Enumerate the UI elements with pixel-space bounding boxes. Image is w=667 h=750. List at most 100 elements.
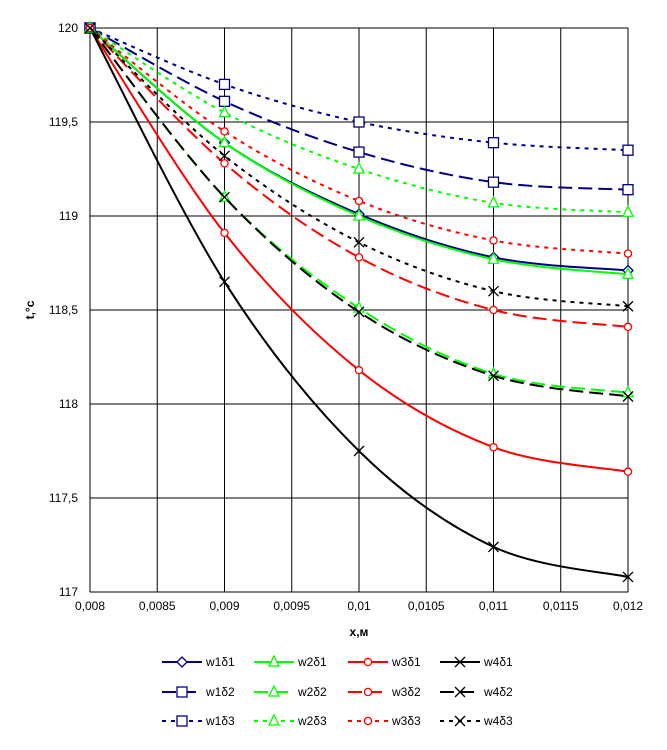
- series-w4δ3: [84, 22, 634, 312]
- y-tick-label: 119: [59, 209, 78, 223]
- circle-marker: [363, 657, 373, 667]
- x-marker: [488, 541, 499, 553]
- triangle-marker: [267, 684, 281, 697]
- y-tick-label: 118: [59, 397, 78, 411]
- circle-marker: [489, 305, 498, 315]
- x-marker: [622, 571, 634, 583]
- circle-marker: [489, 236, 498, 245]
- x-marker-stroke: [219, 276, 230, 288]
- x-marker: [353, 236, 365, 248]
- square-marker: [176, 715, 188, 727]
- x-marker: [353, 306, 365, 318]
- x-tick-label: 0,008: [75, 599, 105, 613]
- triangle-marker: [352, 208, 366, 221]
- series-line: [89, 27, 629, 398]
- triangle-marker: [267, 654, 281, 667]
- series-line: [89, 27, 629, 473]
- circle-marker: [623, 467, 633, 476]
- x-marker: [622, 391, 634, 402]
- x-marker: [219, 150, 230, 162]
- legend-label: w2δ2: [297, 685, 327, 699]
- triangle-marker: [487, 195, 500, 208]
- x-marker: [622, 300, 634, 312]
- circle-marker: [623, 249, 633, 258]
- circle-marker: [354, 365, 364, 375]
- square-marker: [487, 176, 500, 188]
- square-marker: [218, 95, 231, 107]
- series-line: [89, 27, 629, 152]
- x-marker-stroke: [454, 715, 466, 727]
- series-line: [89, 27, 629, 308]
- x-marker: [488, 370, 499, 382]
- triangle-marker: [218, 135, 231, 148]
- square-marker: [353, 146, 365, 158]
- x-tick-label: 0,0115: [543, 599, 579, 613]
- legend-entry: w4δ3: [440, 714, 513, 728]
- series-line: [89, 27, 629, 276]
- square-marker: [487, 137, 500, 149]
- x-marker: [219, 276, 230, 288]
- legend-label: w1δ3: [205, 714, 235, 728]
- triangle-marker: [218, 189, 231, 202]
- triangle-marker: [487, 251, 500, 264]
- legend-entry: w2δ3: [254, 713, 327, 728]
- series-line: [89, 27, 629, 578]
- circle-marker: [489, 442, 498, 452]
- x-marker-stroke: [622, 300, 634, 312]
- legend-entry: w1δ1: [162, 655, 235, 669]
- x-marker-stroke: [219, 191, 230, 203]
- x-marker-stroke: [84, 22, 96, 34]
- square-marker: [218, 78, 231, 91]
- y-tick-label: 118,5: [49, 303, 78, 317]
- legend-label: w4δ2: [483, 685, 513, 699]
- x-marker-stroke: [622, 571, 634, 583]
- legend-label: w3δ1: [391, 655, 421, 669]
- legend-label: w1δ1: [205, 655, 235, 669]
- x-marker-stroke: [353, 445, 365, 457]
- x-marker: [219, 191, 230, 203]
- legend-entry: w4δ2: [440, 685, 513, 699]
- legend-label: w1δ2: [205, 685, 235, 699]
- triangle-marker: [621, 266, 635, 279]
- x-axis-label: x,м: [350, 625, 369, 639]
- legend-entry: w4δ1: [440, 655, 513, 669]
- circle-marker: [354, 253, 364, 262]
- legend-entry: w2δ2: [254, 684, 327, 699]
- circle-marker: [220, 159, 229, 168]
- x-tick-label: 0,009: [209, 599, 239, 613]
- y-axis-label: t,°c: [23, 300, 37, 319]
- x-marker-stroke: [219, 150, 230, 162]
- gridlines: [89, 27, 629, 593]
- x-marker: [488, 285, 499, 297]
- x-tick-label: 0,01: [347, 599, 371, 613]
- legend-entry: w2δ1: [254, 654, 327, 669]
- x-marker-stroke: [454, 656, 466, 668]
- circle-marker: [354, 196, 364, 206]
- x-marker: [454, 686, 466, 698]
- legend-label: w3δ3: [391, 714, 421, 728]
- x-marker-stroke: [454, 686, 466, 698]
- legend-label: w3δ2: [391, 685, 421, 699]
- legend-label: w4δ1: [483, 655, 513, 669]
- circle-marker: [363, 687, 373, 697]
- circle-marker: [220, 228, 229, 238]
- circle-marker: [363, 716, 373, 726]
- x-marker-stroke: [622, 391, 634, 402]
- legend-label: w4δ3: [483, 714, 513, 728]
- x-marker: [454, 656, 466, 668]
- triangle-marker: [218, 105, 231, 118]
- x-tick-label: 0,0085: [139, 599, 176, 613]
- legend-entry: w1δ2: [162, 685, 235, 699]
- legend-entry: w3δ2: [348, 685, 421, 699]
- legend-entry: w3δ1: [348, 655, 421, 669]
- x-marker: [84, 22, 96, 34]
- x-marker-stroke: [488, 285, 499, 297]
- x-tick-label: 0,0095: [273, 599, 310, 613]
- x-marker-stroke: [488, 370, 499, 382]
- circle-marker: [623, 322, 633, 332]
- square-marker: [622, 184, 634, 196]
- x-marker: [353, 445, 365, 457]
- triangle-marker: [352, 161, 366, 174]
- x-tick-labels: 0,008 0,0085 0,009 0,0095 0,01 0,0105 0,011 0,0…: [75, 599, 643, 613]
- y-tick-label: 117,5: [49, 491, 78, 505]
